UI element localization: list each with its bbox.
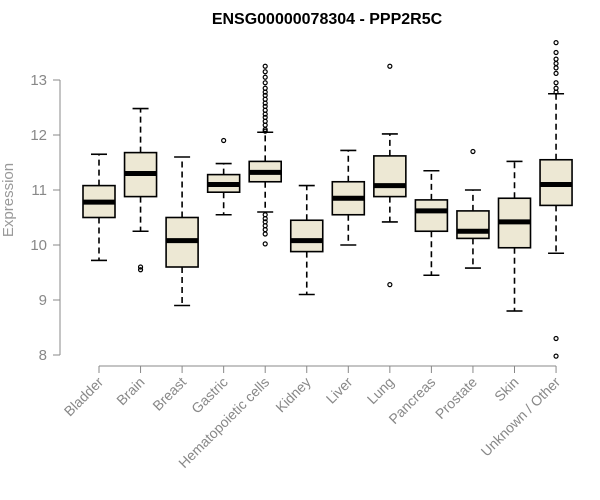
plot-area — [82, 39, 573, 359]
iqr-box — [373, 155, 407, 198]
outlier-point — [262, 111, 268, 117]
outlier-point — [262, 122, 268, 128]
y-axis-label: Expression — [0, 163, 17, 237]
box-pancreas — [414, 169, 449, 277]
x-tick-label: Breast — [149, 374, 189, 414]
y-tick-label: 8 — [39, 347, 47, 364]
box-hematopoietic-cells — [248, 63, 282, 247]
outlier-point — [553, 89, 559, 95]
outlier-point — [262, 74, 268, 80]
outlier-point — [262, 216, 268, 222]
box-brain — [123, 107, 158, 273]
y-tick-label: 11 — [31, 182, 47, 199]
outlier-point — [553, 60, 559, 67]
outlier-point — [553, 65, 559, 71]
box-prostate — [456, 148, 490, 269]
outlier-point — [553, 335, 559, 342]
iqr-box — [289, 219, 324, 253]
outlier-point — [553, 353, 559, 359]
outlier-point — [262, 241, 268, 247]
outlier-point — [553, 70, 559, 77]
outlier-point — [221, 137, 227, 144]
iqr-box — [414, 199, 449, 233]
outlier-point — [262, 231, 268, 237]
box-breast — [165, 156, 199, 307]
outlier-point — [262, 63, 268, 69]
y-tick-label: 12 — [30, 127, 47, 144]
x-tick-label: Bladder — [61, 374, 107, 420]
iqr-box — [456, 210, 490, 240]
y-tick-label: 13 — [30, 72, 47, 89]
outlier-point — [262, 89, 268, 95]
y-tick-label: 9 — [39, 292, 47, 309]
x-tick-label: Prostate — [432, 374, 480, 422]
outlier-point — [137, 264, 144, 270]
chart-title: ENSG00000078304 - PPP2R5C — [212, 11, 443, 28]
x-tick-label: Kidney — [272, 374, 314, 416]
x-tick-label: Skin — [491, 374, 522, 405]
outlier-point — [262, 69, 268, 75]
outlier-point — [262, 100, 268, 106]
box-bladder — [82, 153, 116, 262]
outlier-point — [262, 80, 268, 86]
outlier-point — [470, 148, 476, 155]
y-tick-label: 10 — [30, 237, 47, 254]
y-axis: 8 9 10 11 12 13 — [30, 72, 61, 364]
outlier-point — [387, 282, 393, 288]
outlier-point — [262, 128, 268, 134]
x-tick-label: Lung — [364, 374, 397, 407]
x-tick-label: Liver — [323, 374, 356, 407]
outlier-point — [553, 49, 559, 56]
outlier-point — [387, 63, 393, 69]
box-lung — [373, 63, 407, 288]
outlier-point — [553, 80, 559, 86]
outlier-point — [137, 267, 144, 273]
outlier-point — [553, 56, 559, 62]
x-tick-label: Brain — [113, 374, 147, 408]
box-kidney — [289, 184, 324, 296]
box-unknown-other — [539, 39, 573, 359]
box-skin — [497, 160, 532, 312]
x-tick-label: Unknown / Other — [478, 374, 564, 460]
outlier-point — [553, 39, 559, 46]
box-liver — [331, 149, 366, 246]
box-gastric — [206, 137, 241, 216]
